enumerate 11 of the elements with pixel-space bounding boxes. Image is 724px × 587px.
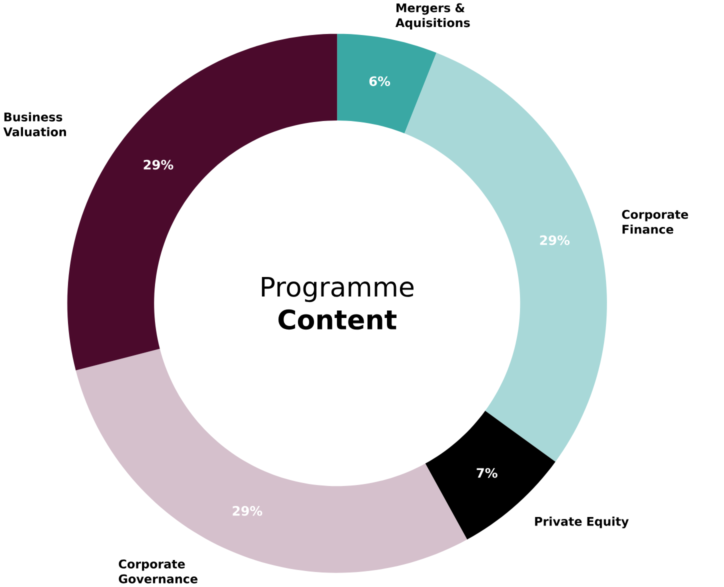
data-label: 7%	[476, 468, 498, 478]
slice-label: Private Equity	[535, 516, 629, 528]
slice-label: Mergers & Aquisitions	[395, 3, 470, 30]
data-label: 29%	[540, 236, 570, 246]
text: Programme Content	[262, 277, 414, 330]
data-label: 6%	[369, 76, 390, 86]
slice-label: Corporate Governance	[118, 560, 198, 584]
data-label: 29%	[144, 160, 174, 170]
data-label: 29%	[232, 506, 262, 516]
slice-label: Corporate Finance	[622, 210, 688, 234]
slice-label: Business Valuation	[3, 112, 66, 136]
